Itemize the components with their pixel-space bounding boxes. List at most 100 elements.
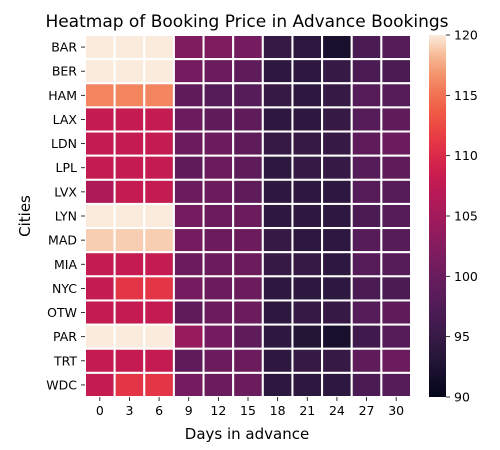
heatmap-cell — [261, 227, 294, 254]
heatmap-cell — [202, 251, 235, 278]
heatmap-cell — [291, 323, 324, 350]
heatmap-cell — [291, 275, 324, 302]
heatmap-cell — [143, 130, 175, 157]
heatmap-cell — [321, 34, 353, 61]
heatmap-cell — [350, 202, 383, 230]
heatmap-cell — [113, 299, 146, 326]
heatmap-cell — [172, 58, 205, 85]
heatmap-cell — [380, 106, 413, 133]
heatmap-cell — [143, 323, 175, 350]
heatmap-cell — [172, 202, 205, 230]
heatmap-cell — [261, 106, 294, 133]
heatmap-cell — [291, 227, 324, 254]
heatmap-cell — [321, 154, 353, 181]
heatmap-cell — [232, 202, 264, 230]
heatmap-cell — [202, 299, 235, 326]
x-tick-label: 27 — [359, 403, 375, 418]
heatmap-cell — [232, 275, 264, 302]
x-tick-label: 9 — [185, 403, 193, 418]
y-tick-label: LAX — [53, 112, 78, 127]
heatmap-cell — [143, 299, 175, 326]
heatmap-cell — [113, 82, 146, 109]
heatmap-cell — [84, 34, 116, 61]
heatmap-cell — [232, 347, 264, 374]
y-axis-label: Cities — [16, 195, 34, 237]
heatmap-cell — [84, 323, 116, 350]
heatmap-cell — [172, 106, 205, 133]
colorbar-tick-label: 115 — [454, 88, 478, 103]
heatmap-cell — [261, 299, 294, 326]
heatmap-cell — [261, 154, 294, 181]
y-tick-label: NYC — [52, 281, 77, 296]
heatmap-cell — [232, 251, 264, 278]
heatmap-cell — [84, 251, 116, 278]
heatmap-cell — [172, 251, 205, 278]
y-tick-label: MAD — [48, 233, 77, 248]
heatmap-cell — [113, 251, 146, 278]
heatmap-cell — [321, 251, 353, 278]
y-tick-label: LPL — [56, 160, 78, 175]
x-axis-label: Days in advance — [185, 425, 309, 443]
y-tick-label: HAM — [48, 88, 77, 103]
heatmap-cell — [172, 227, 205, 254]
heatmap-cell — [172, 323, 205, 350]
heatmap-cell — [321, 106, 353, 133]
heatmap-cell — [380, 251, 413, 278]
heatmap-cell — [350, 178, 383, 205]
heatmap-cell — [380, 371, 413, 399]
heatmap-cell — [143, 34, 175, 61]
heatmap-cell — [321, 202, 353, 230]
y-tick-label: LVX — [54, 184, 77, 199]
x-tick-label: 30 — [388, 403, 404, 418]
heatmap-cell — [84, 227, 116, 254]
heatmap-cell — [261, 275, 294, 302]
heatmap-cell — [202, 227, 235, 254]
heatmap-cell — [291, 251, 324, 278]
heatmap-cell — [202, 275, 235, 302]
heatmap-cell — [291, 106, 324, 133]
heatmap-cell — [232, 34, 264, 61]
heatmap-cell — [291, 178, 324, 205]
heatmap-cell — [84, 347, 116, 374]
heatmap-cell — [113, 178, 146, 205]
x-tick-label: 6 — [155, 403, 163, 418]
chart-title: Heatmap of Booking Price in Advance Book… — [45, 12, 448, 32]
heatmap-cell — [113, 34, 146, 61]
heatmap-cell — [202, 178, 235, 205]
heatmap-cell — [84, 82, 116, 109]
heatmap-cell — [321, 371, 353, 399]
heatmap-cell — [321, 323, 353, 350]
heatmap-cell — [84, 106, 116, 133]
heatmap-cell — [232, 323, 264, 350]
heatmap-cell — [143, 275, 175, 302]
heatmap-cell — [380, 323, 413, 350]
heatmap-cell — [172, 371, 205, 399]
heatmap-cell — [350, 227, 383, 254]
y-axis-ticks: BAR BER HAM LAX LDN LPL LVX LYN MAD MIA NYC OTW PAR T… — [46, 40, 85, 392]
heatmap-cell — [261, 58, 294, 85]
heatmap-cell — [113, 202, 146, 230]
heatmap-cell — [202, 347, 235, 374]
heatmap-cell — [143, 154, 175, 181]
colorbar-tick-label: 110 — [454, 148, 478, 163]
colorbar — [429, 35, 446, 397]
colorbar-tick-label: 120 — [454, 28, 478, 43]
heatmap-cell — [232, 58, 264, 85]
heatmap-cell — [350, 299, 383, 326]
heatmap-cell — [202, 202, 235, 230]
x-tick-label: 0 — [96, 403, 104, 418]
heatmap-cell — [84, 154, 116, 181]
heatmap-cell — [232, 227, 264, 254]
x-tick-label: 21 — [299, 403, 315, 418]
heatmap-cell — [291, 58, 324, 85]
x-axis-ticks: 0 3 6 9 12 15 18 21 24 27 30 — [96, 397, 404, 418]
heatmap-cell — [321, 275, 353, 302]
y-tick-label: PAR — [53, 329, 77, 344]
heatmap-cell — [113, 371, 146, 399]
heatmap-cell — [113, 323, 146, 350]
heatmap-cell — [202, 82, 235, 109]
heatmap-cell — [232, 371, 264, 399]
colorbar-ticks: 90 95 100 105 110 115 120 — [446, 28, 478, 405]
heatmap-cell — [261, 178, 294, 205]
heatmap-cell — [350, 347, 383, 374]
